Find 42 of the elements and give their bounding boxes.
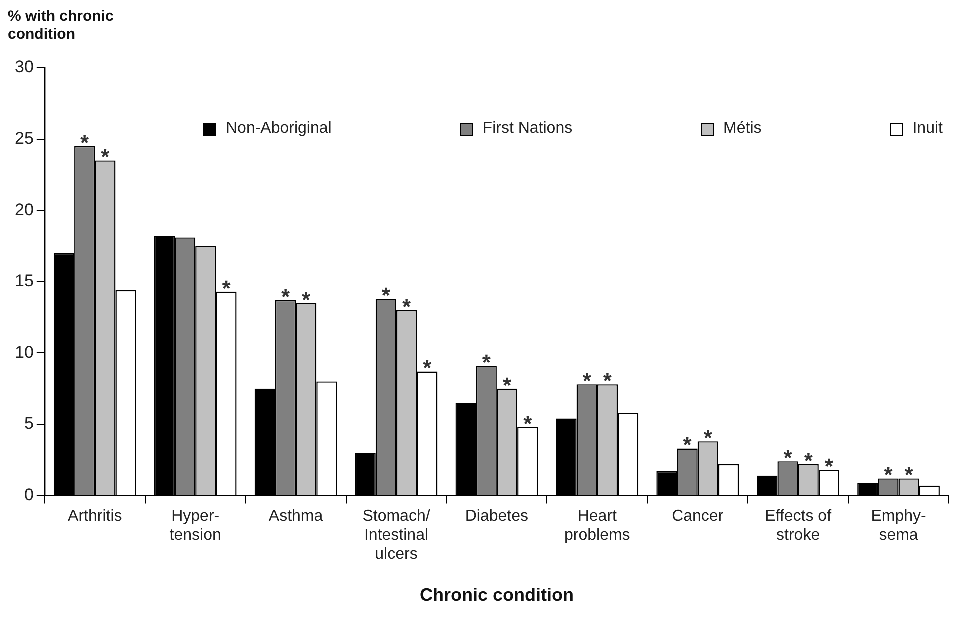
x-axis-title: Chronic condition <box>420 585 574 606</box>
annotation: * <box>904 462 914 488</box>
annotation: * <box>482 350 492 376</box>
annotation: * <box>784 446 793 471</box>
y-tick-label: 5 <box>24 414 34 434</box>
x-tick-label: Asthma <box>268 508 324 525</box>
annotation: * <box>222 276 232 301</box>
x-tick-label: Cancer <box>672 508 724 525</box>
y-tick-label: 10 <box>14 342 34 362</box>
y-axis-title: % with chronic condition <box>8 8 115 44</box>
annotation: * <box>281 284 290 310</box>
annotation: * <box>524 411 533 436</box>
annotation: * <box>582 368 592 394</box>
annotation: * <box>603 368 612 394</box>
x-tick-label: Emphy- sema <box>871 508 926 544</box>
annotation: * <box>704 426 713 451</box>
legend-label: First Nations <box>482 120 573 138</box>
legend-label: Inuit <box>912 120 943 138</box>
annotation: * <box>804 448 814 474</box>
x-tick-label: Effects of stroke <box>765 508 832 544</box>
y-tick-label: 25 <box>14 128 34 148</box>
x-tick-label: Hyper- tension <box>170 508 222 544</box>
legend-label: Non-Aboriginal <box>226 120 332 138</box>
y-tick-label: 0 <box>24 485 34 504</box>
annotation: * <box>502 372 512 398</box>
annotation: * <box>824 454 834 480</box>
x-tick-label: Stomach/ Intestinal ulcers <box>362 508 431 564</box>
annotation: * <box>382 283 391 308</box>
y-tick-label: 30 <box>14 58 34 77</box>
annotation: * <box>302 287 312 312</box>
annotation: * <box>884 462 894 488</box>
x-tick-label: Diabetes <box>465 508 529 525</box>
annotation: * <box>101 144 110 170</box>
y-tick-label: 20 <box>14 200 34 220</box>
x-tick-label: Arthritis <box>68 508 122 525</box>
annotation: * <box>683 432 692 458</box>
y-tick-label: 15 <box>14 272 34 291</box>
annotation: * <box>423 356 432 381</box>
annotation: * <box>402 294 412 320</box>
x-tick-label: Heart problems <box>564 508 630 544</box>
legend-label: Métis <box>724 120 762 138</box>
annotation: * <box>80 130 90 156</box>
